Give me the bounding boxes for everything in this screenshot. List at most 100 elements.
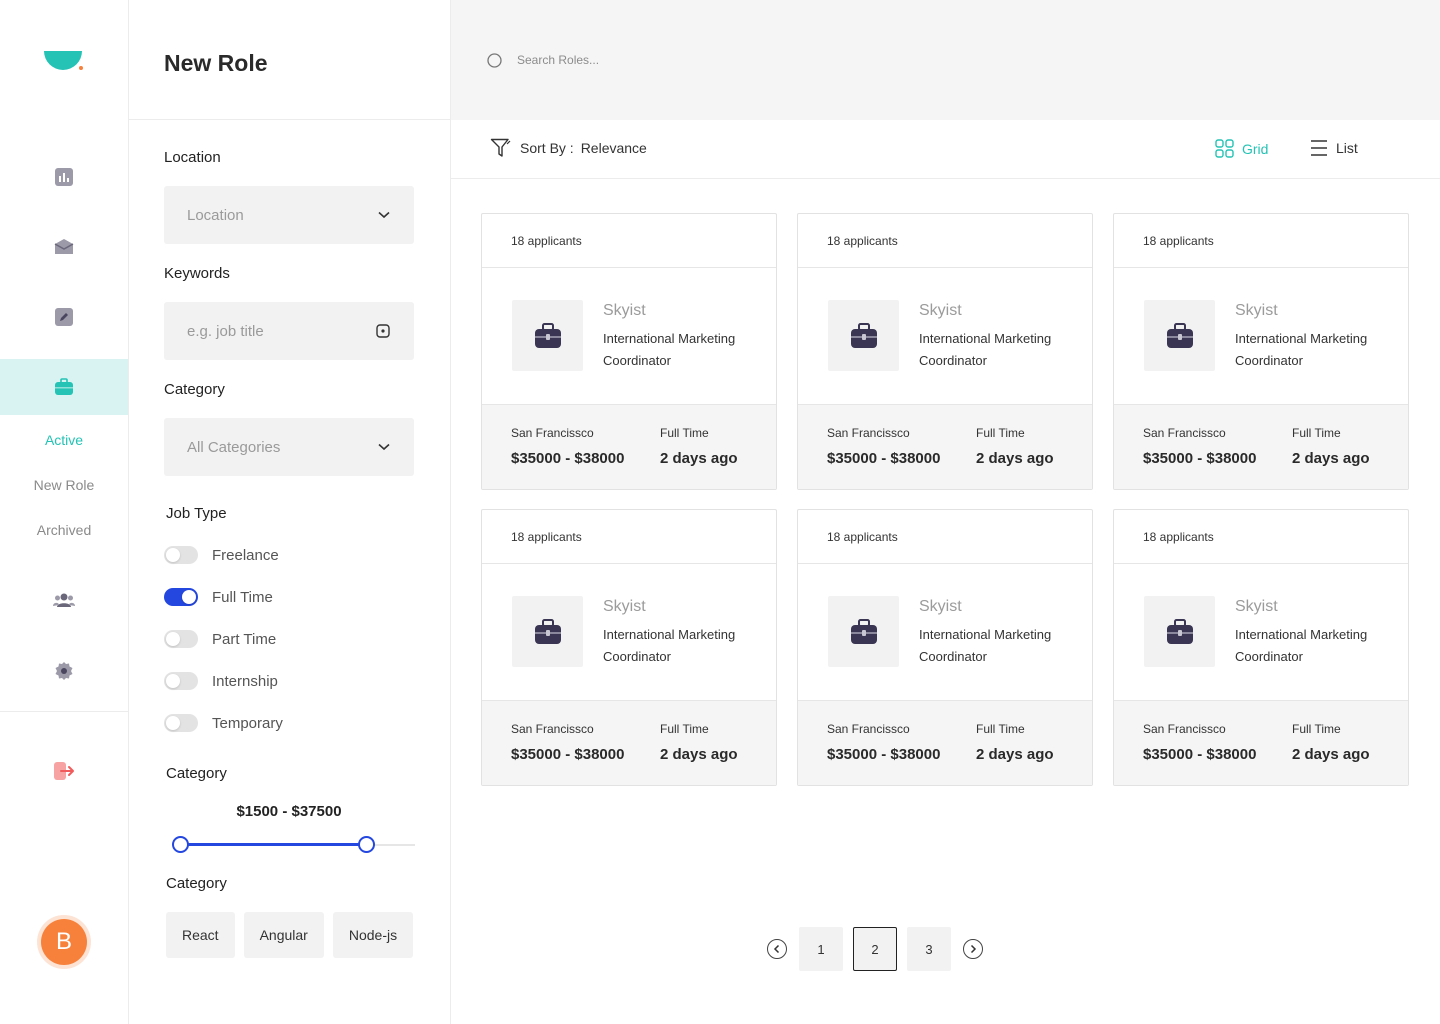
job-card[interactable]: 18 applicants Skyist International Marke… [1113,509,1409,786]
tag-angular[interactable]: Angular [243,912,324,958]
rail-logout[interactable] [0,743,128,799]
briefcase-icon [1166,618,1193,644]
salary-range: $35000 - $38000 [1143,450,1257,467]
job-card[interactable]: 18 applicants Skyist International Marke… [1113,213,1409,490]
applicants-count: 18 applicants [798,510,1092,564]
user-avatar[interactable]: B [41,919,87,965]
salary-range-value: $1500 - $37500 [236,803,342,820]
toggle-internship[interactable]: Internship [164,672,278,690]
company-name: Skyist [603,598,646,615]
salary-range: $35000 - $38000 [1143,746,1257,763]
search-bar [451,0,1440,120]
tag-react[interactable]: React [166,912,235,958]
edit-icon [55,308,73,326]
tag-node-js[interactable]: Node-js [332,912,414,958]
salary-range-max-handle[interactable] [358,836,376,853]
company-logo [512,596,583,667]
rail-edit[interactable] [0,289,128,345]
keywords-field[interactable]: e.g. job title [164,302,414,360]
job-card[interactable]: 18 applicants Skyist International Marke… [481,213,777,490]
next-page-button[interactable] [963,939,983,959]
company-name: Skyist [1235,598,1278,615]
job-card[interactable]: 18 applicants Skyist International Marke… [481,509,777,786]
salary-range-min-handle[interactable] [171,836,189,853]
settings-icon [55,662,73,680]
applicants-count: 18 applicants [482,510,776,564]
salary-range: $35000 - $38000 [511,746,625,763]
submenu-active[interactable]: Active [44,432,84,448]
sort-label: Sort By : [520,140,574,156]
job-location: San Francissco [1143,722,1226,736]
briefcase-icon [850,618,877,644]
submenu-archived[interactable]: Archived [36,522,92,538]
grid-view-button[interactable]: Grid [1215,139,1268,158]
toggle-switch[interactable] [164,588,198,606]
list-icon [1311,140,1327,156]
grid-view-label: Grid [1242,140,1269,157]
search-icon [487,53,502,68]
location-select-value: Location [187,206,244,224]
rail-jobs[interactable] [0,359,128,415]
job-location: San Francissco [1143,426,1226,440]
job-type: Full Time [660,426,709,440]
toggle-full-time[interactable]: Full Time [164,588,273,606]
keyword-clear-icon[interactable] [376,324,390,338]
grid-icon [1215,139,1234,158]
posted-time: 2 days ago [660,746,738,763]
toggle-label: Full Time [212,588,273,606]
toggle-switch[interactable] [164,672,198,690]
toggle-temporary[interactable]: Temporary [164,714,283,732]
team-icon [53,593,75,607]
role-title: International Marketing Coordinator [603,331,736,368]
company-logo [1144,300,1215,371]
rail-settings[interactable] [0,643,128,699]
keywords-label: Keywords [164,265,230,282]
list-view-button[interactable]: List [1310,139,1358,157]
filter-header: New Role [129,0,450,120]
results-toolbar: Sort By : Relevance Grid List [451,120,1440,179]
toggle-part-time[interactable]: Part Time [164,630,276,648]
role-title: International Marketing Coordinator [919,331,1052,368]
submenu-new-role[interactable]: New Role [33,477,95,493]
job-type: Full Time [1292,722,1341,736]
briefcase-icon [1166,322,1193,348]
tag-list: React Angular Node-js [166,912,414,958]
rail-analytics[interactable] [0,149,128,205]
filter-panel: New Role Location Location Keywords e.g.… [129,0,451,1024]
sort-dropdown[interactable]: Sort By : Relevance [490,138,647,158]
tags-label: Category [166,875,227,892]
chevron-left-icon [773,944,780,954]
search-input[interactable] [517,48,917,72]
list-view-label: List [1336,140,1358,156]
location-select[interactable]: Location [164,186,414,244]
briefcase-icon [534,618,561,644]
job-card[interactable]: 18 applicants Skyist International Marke… [797,509,1093,786]
toggle-freelance[interactable]: Freelance [164,546,279,564]
toggle-label: Freelance [212,546,279,564]
job-card[interactable]: 18 applicants Skyist International Marke… [797,213,1093,490]
keywords-placeholder: e.g. job title [187,322,264,340]
page-2-button[interactable]: 2 [853,927,897,971]
company-name: Skyist [919,302,962,319]
previous-page-button[interactable] [767,939,787,959]
job-location: San Francissco [511,722,594,736]
role-title: International Marketing Coordinator [1235,627,1368,664]
sort-value: Relevance [580,140,647,156]
role-title: International Marketing Coordinator [603,627,736,664]
applicants-count: 18 applicants [1114,214,1408,268]
toggle-switch[interactable] [164,630,198,648]
company-logo [828,596,899,667]
toggle-switch[interactable] [164,714,198,732]
category-select-value: All Categories [187,438,281,456]
toggle-switch[interactable] [164,546,198,564]
category-select[interactable]: All Categories [164,418,414,476]
salary-label: Category [166,765,227,782]
page-1-button[interactable]: 1 [799,927,843,971]
job-location: San Francissco [511,426,594,440]
job-location: San Francissco [827,426,910,440]
rail-mail[interactable] [0,219,128,275]
posted-time: 2 days ago [1292,450,1370,467]
rail-team[interactable] [0,572,128,628]
page-3-button[interactable]: 3 [907,927,951,971]
half-circle-logo-icon[interactable] [43,50,83,74]
